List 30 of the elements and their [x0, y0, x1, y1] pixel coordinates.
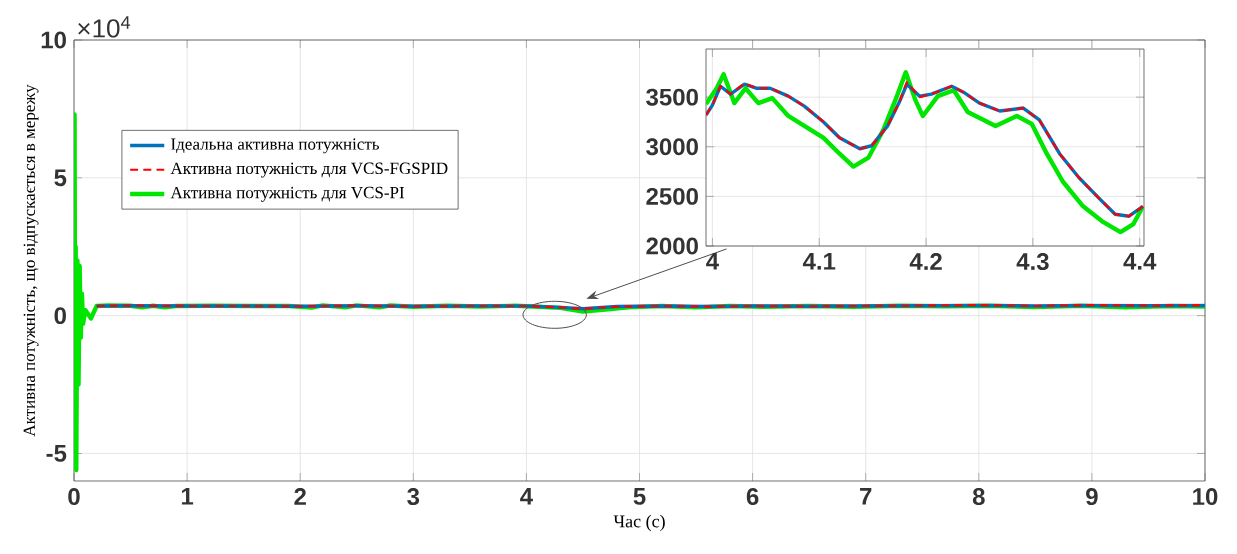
- y-axis-title: Активна потужність, що відпускається в мережу: [23, 84, 39, 437]
- x-tick-label: 9: [1086, 488, 1098, 506]
- x-tick-label: 8: [972, 488, 985, 506]
- x-axis-title: Час (с): [613, 514, 665, 532]
- y-tick-label: 5: [54, 169, 67, 187]
- text: ×10$^{4}$: [78, 16, 131, 38]
- x-tick-label: 5: [633, 488, 646, 505]
- x-tick-label: 3: [407, 488, 420, 506]
- y-tick-label: 10: [41, 31, 66, 49]
- x-tick-label: 2: [294, 488, 306, 505]
- x-tick-label: 4.3: [1016, 253, 1049, 271]
- legend-label: Активна потужність для VCS-PI: [170, 186, 405, 202]
- x-tick-label: 10: [1193, 488, 1218, 506]
- legend-label: Ідеальна активна потужність: [171, 138, 380, 154]
- x-tick-label: 1: [181, 488, 194, 505]
- x-tick-label: 4: [706, 253, 719, 270]
- x-tick-label: 0: [68, 488, 80, 506]
- y-tick-label: 0: [54, 307, 66, 325]
- x-tick-label: 4.1: [802, 253, 836, 270]
- x-tick-label: 6: [746, 488, 759, 506]
- x-tick-label: 7: [860, 488, 872, 505]
- x-tick-label: 4.4: [1123, 253, 1157, 270]
- x-tick-label: 4: [520, 488, 533, 505]
- legend-label: Активна потужність для VCS-FGSPID: [170, 162, 448, 178]
- y-tick-label: 3500: [646, 88, 698, 106]
- y-tick-label: 3000: [646, 138, 698, 156]
- y-tick-label: -5: [46, 445, 67, 462]
- y-tick-label: 2000: [646, 237, 698, 255]
- y-tick-label: 2500: [646, 187, 698, 205]
- x-tick-label: 4.2: [909, 253, 942, 270]
